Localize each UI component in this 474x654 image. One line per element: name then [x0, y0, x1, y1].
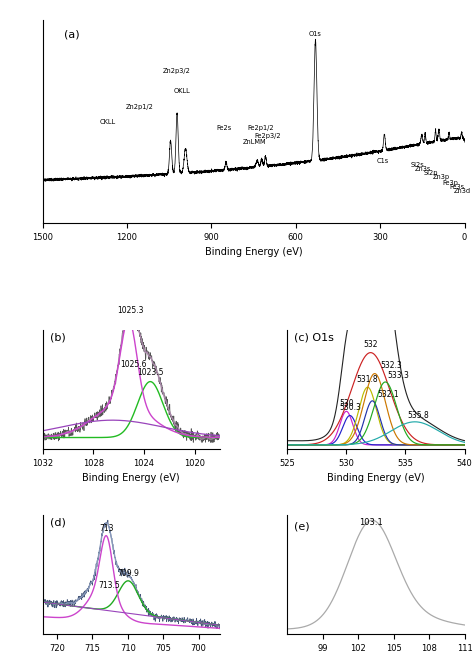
Text: 530.3: 530.3 — [339, 404, 361, 413]
Text: 532: 532 — [364, 341, 378, 349]
Text: (b): (b) — [50, 332, 65, 342]
Text: 535.8: 535.8 — [408, 411, 429, 420]
Text: Fe2s: Fe2s — [217, 125, 232, 131]
Text: ZnLMM: ZnLMM — [243, 139, 267, 145]
X-axis label: Binding Energy (eV): Binding Energy (eV) — [327, 473, 425, 483]
Text: OKLL: OKLL — [173, 88, 190, 94]
Text: 1023.5: 1023.5 — [137, 368, 164, 377]
Text: Fe3s: Fe3s — [449, 184, 464, 190]
Text: 1025.3: 1025.3 — [117, 306, 143, 315]
Text: 532.1: 532.1 — [377, 390, 399, 399]
Text: Zn2p1/2: Zn2p1/2 — [126, 103, 154, 109]
Text: Zn3p: Zn3p — [433, 174, 450, 180]
Text: Zn3s: Zn3s — [415, 166, 431, 172]
Text: 530: 530 — [339, 399, 354, 408]
Text: Zn2p3/2: Zn2p3/2 — [163, 68, 191, 75]
Text: (e): (e) — [294, 521, 310, 531]
Text: O1s: O1s — [309, 31, 321, 37]
Text: 1025.6: 1025.6 — [120, 360, 146, 369]
Text: Si2s: Si2s — [410, 162, 424, 168]
Text: 532.3: 532.3 — [381, 362, 402, 370]
Text: Si2p: Si2p — [424, 170, 438, 176]
Text: (d): (d) — [50, 517, 65, 528]
Text: (c) O1s: (c) O1s — [294, 332, 334, 342]
Text: 713: 713 — [99, 524, 114, 533]
Text: (a): (a) — [64, 30, 79, 40]
Text: Zn3d: Zn3d — [454, 188, 471, 194]
X-axis label: Binding Energy (eV): Binding Energy (eV) — [205, 247, 302, 257]
Text: CKLL: CKLL — [99, 119, 115, 125]
Text: 531.8: 531.8 — [357, 375, 378, 384]
Text: 103.1: 103.1 — [359, 519, 383, 527]
Text: 533.3: 533.3 — [388, 371, 410, 380]
X-axis label: Binding Energy (eV): Binding Energy (eV) — [82, 473, 180, 483]
Text: C1s: C1s — [376, 158, 389, 164]
Text: Fe2p1/2: Fe2p1/2 — [247, 125, 273, 131]
Text: 713.5: 713.5 — [98, 581, 120, 590]
Text: Fe2p3/2: Fe2p3/2 — [255, 133, 281, 139]
Text: 709.9: 709.9 — [118, 569, 139, 577]
Text: Fe3p: Fe3p — [443, 180, 458, 186]
